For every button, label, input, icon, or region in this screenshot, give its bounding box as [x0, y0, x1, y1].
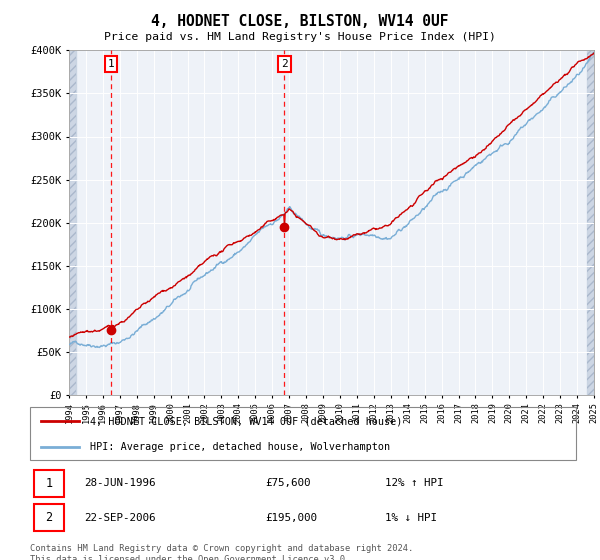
- Text: 22-SEP-2006: 22-SEP-2006: [85, 513, 156, 522]
- Text: HPI: Average price, detached house, Wolverhampton: HPI: Average price, detached house, Wolv…: [90, 442, 390, 452]
- Bar: [587, 50, 594, 395]
- Bar: [34, 504, 64, 531]
- Text: 2: 2: [46, 511, 53, 524]
- Text: £75,600: £75,600: [265, 478, 310, 488]
- Text: Price paid vs. HM Land Registry's House Price Index (HPI): Price paid vs. HM Land Registry's House …: [104, 32, 496, 43]
- Text: 1% ↓ HPI: 1% ↓ HPI: [385, 513, 437, 522]
- Text: 28-JUN-1996: 28-JUN-1996: [85, 478, 156, 488]
- Text: £195,000: £195,000: [265, 513, 317, 522]
- Text: 4, HODNET CLOSE, BILSTON, WV14 0UF: 4, HODNET CLOSE, BILSTON, WV14 0UF: [151, 14, 449, 29]
- Bar: [34, 470, 64, 497]
- Text: 4, HODNET CLOSE, BILSTON, WV14 0UF (detached house): 4, HODNET CLOSE, BILSTON, WV14 0UF (deta…: [90, 417, 403, 427]
- Text: 1: 1: [46, 477, 53, 490]
- Bar: [69, 50, 76, 395]
- Bar: [69, 50, 76, 395]
- Text: 1: 1: [108, 59, 115, 69]
- Text: Contains HM Land Registry data © Crown copyright and database right 2024.
This d: Contains HM Land Registry data © Crown c…: [30, 544, 413, 560]
- Text: 12% ↑ HPI: 12% ↑ HPI: [385, 478, 443, 488]
- Bar: [587, 50, 594, 395]
- Text: 2: 2: [281, 59, 288, 69]
